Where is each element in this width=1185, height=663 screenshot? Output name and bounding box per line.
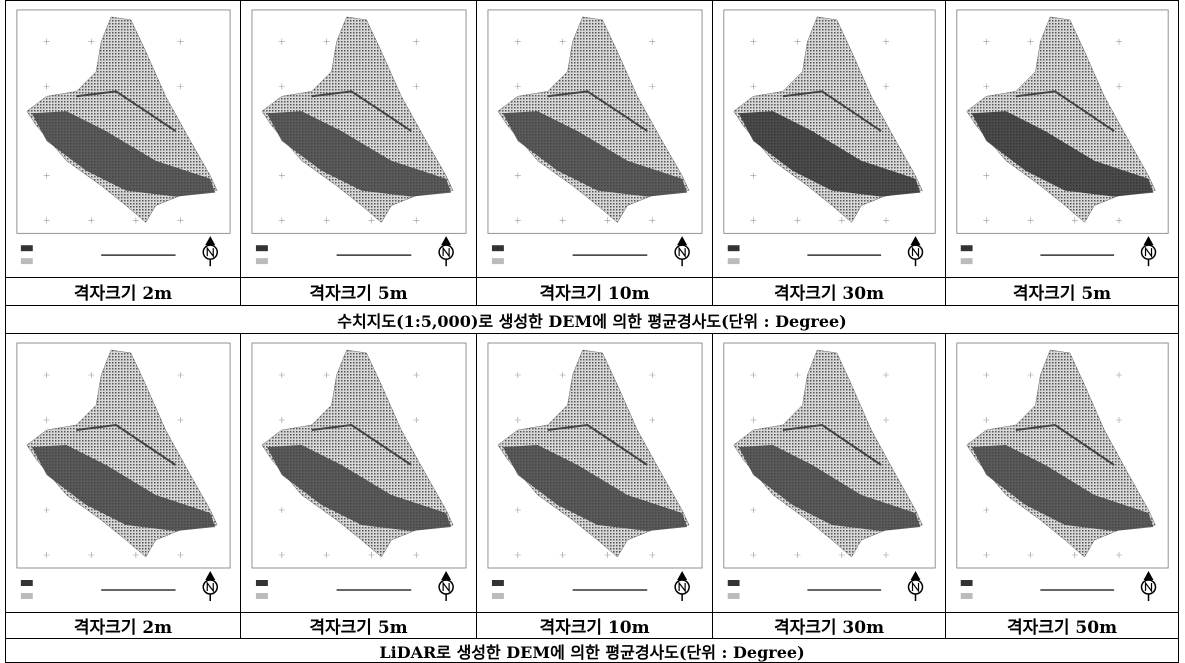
slope-map — [7, 335, 240, 612]
slope-map — [947, 2, 1178, 277]
map-cell — [945, 0, 1179, 278]
panel-caption: LiDAR로 생성한 DEM에 의한 평균경사도(단위 : Degree) — [5, 638, 1179, 663]
map-cell — [945, 333, 1179, 613]
map-caption: 격자크기 2m — [5, 277, 241, 306]
map-cell — [5, 333, 241, 613]
slope-map — [7, 2, 240, 277]
slope-map — [478, 335, 712, 612]
map-caption: 격자크기 10m — [476, 277, 713, 306]
map-caption: 격자크기 5m — [240, 612, 477, 639]
slope-map — [242, 335, 476, 612]
map-cell — [712, 0, 946, 278]
slope-map — [478, 2, 712, 277]
slope-map — [947, 335, 1178, 612]
slope-map — [242, 2, 476, 277]
map-cell — [476, 0, 713, 278]
map-cell — [5, 0, 241, 278]
panel-caption: 수치지도(1:5,000)로 생성한 DEM에 의한 평균경사도(단위 : De… — [5, 305, 1179, 334]
map-caption: 격자크기 2m — [5, 612, 241, 639]
slope-map — [714, 2, 945, 277]
map-cell — [240, 0, 477, 278]
figure-table: 격자크기 2m격자크기 5m격자크기 10m격자크기 30m격자크기 5m수치지… — [0, 0, 1185, 663]
map-cell — [240, 333, 477, 613]
map-caption: 격자크기 5m — [945, 277, 1179, 306]
map-caption: 격자크기 10m — [476, 612, 713, 639]
slope-map — [714, 335, 945, 612]
map-caption: 격자크기 30m — [712, 612, 946, 639]
map-caption: 격자크기 5m — [240, 277, 477, 306]
map-caption: 격자크기 30m — [712, 277, 946, 306]
map-cell — [712, 333, 946, 613]
map-cell — [476, 333, 713, 613]
map-caption: 격자크기 50m — [945, 612, 1179, 639]
